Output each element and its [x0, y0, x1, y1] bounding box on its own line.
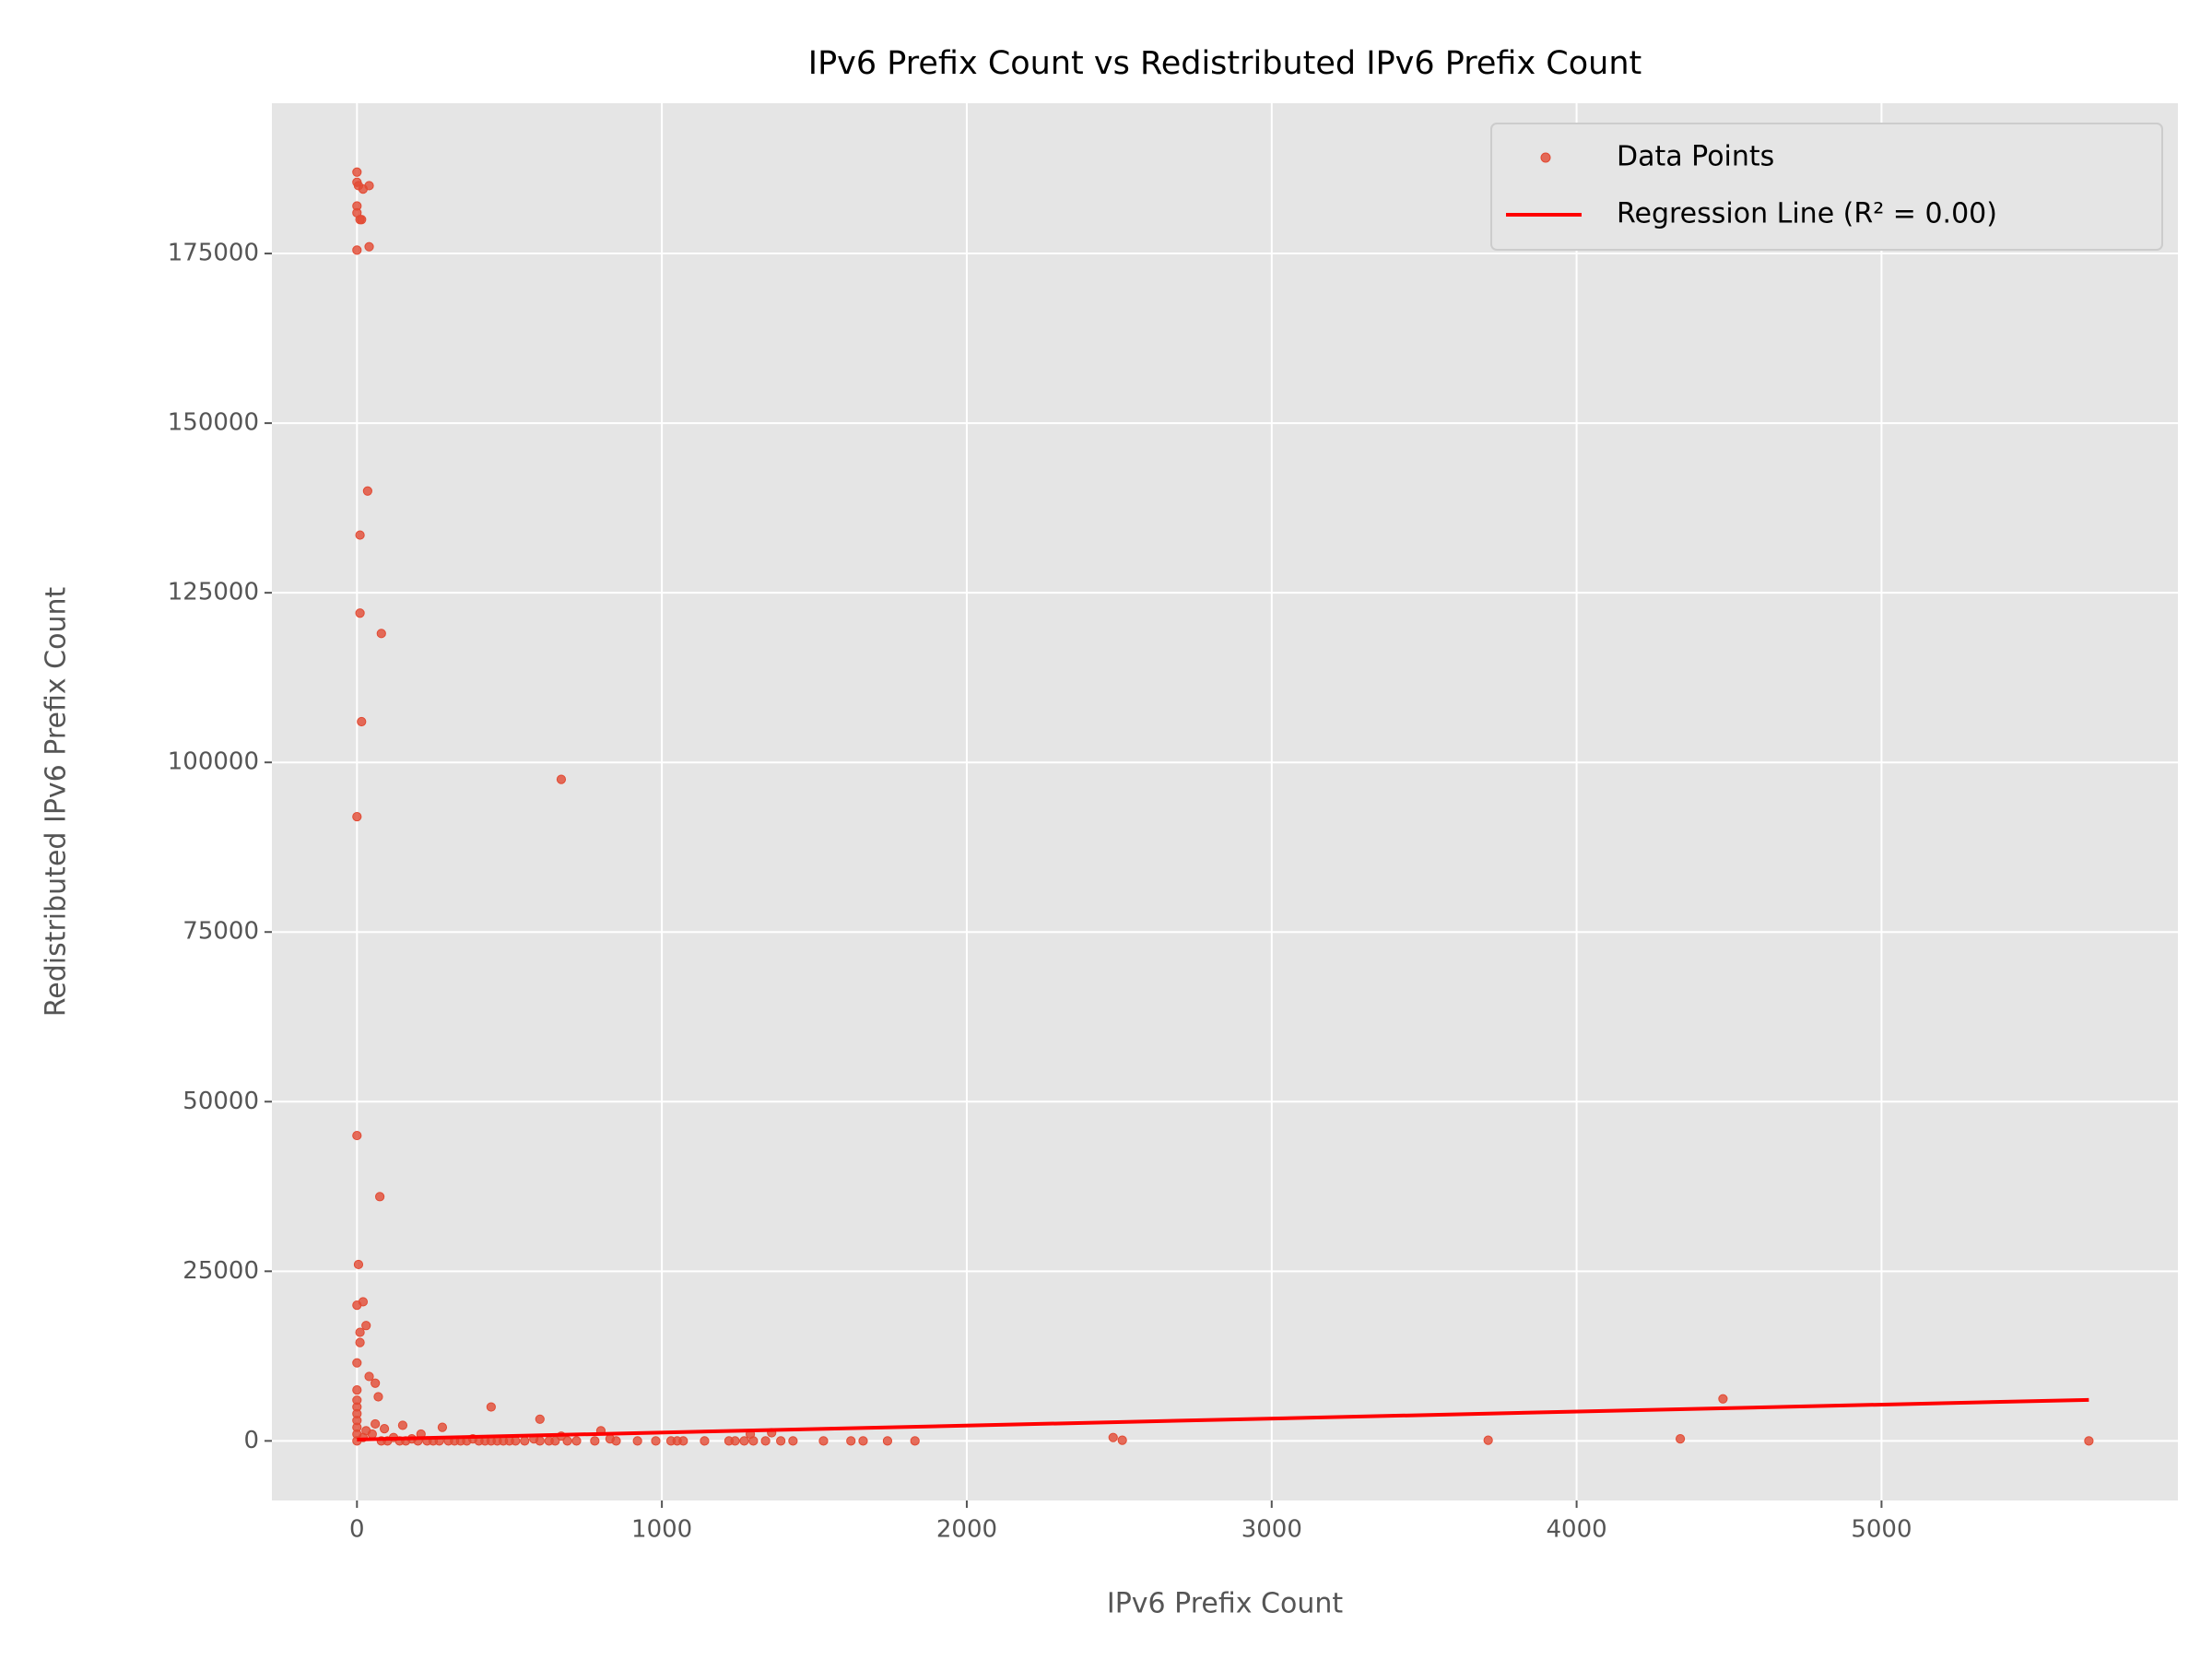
data-point [605, 1434, 615, 1444]
data-point [760, 1436, 771, 1446]
x-axis-label: IPv6 Prefix Count [1107, 1588, 1344, 1620]
data-point [355, 530, 365, 540]
x-tick-label: 2000 [936, 1516, 997, 1544]
data-point [535, 1414, 545, 1424]
chart-title: IPv6 Prefix Count vs Redistributed IPv6 … [808, 45, 1642, 82]
data-point [364, 241, 374, 252]
y-axis-label: Redistributed IPv6 Prefix Count [41, 586, 73, 1017]
data-point [590, 1436, 600, 1446]
data-point [355, 1337, 365, 1347]
data-point [486, 1402, 496, 1412]
data-point [571, 1436, 582, 1446]
data-point [352, 167, 362, 177]
data-point [371, 1378, 381, 1388]
data-point [364, 1371, 374, 1382]
data-point [846, 1436, 856, 1446]
y-tick-label: 0 [243, 1427, 259, 1454]
data-point [361, 1321, 371, 1331]
data-point [858, 1436, 868, 1446]
data-point [1483, 1435, 1493, 1445]
x-tick-label: 1000 [631, 1516, 692, 1544]
y-tick-label: 175000 [168, 240, 259, 267]
legend-label: Regression Line (R² = 0.00) [1617, 198, 1997, 230]
data-point [1675, 1434, 1686, 1444]
data-point [352, 245, 362, 255]
data-point [352, 811, 362, 822]
data-point [1718, 1394, 1728, 1404]
y-tick-label: 125000 [168, 579, 259, 606]
data-point [357, 215, 367, 225]
y-tick-label: 150000 [168, 409, 259, 437]
data-point [1108, 1432, 1118, 1442]
legend-marker [1540, 152, 1551, 163]
legend: Data Points Regression Line (R² = 0.00) [1490, 123, 2163, 251]
data-point [882, 1436, 893, 1446]
data-point [700, 1436, 710, 1446]
x-tick-label: 4000 [1547, 1516, 1607, 1544]
data-point [353, 1259, 364, 1270]
data-point [397, 1420, 408, 1430]
data-point [544, 1436, 554, 1446]
y-tick-label: 100000 [168, 748, 259, 776]
legend-box [1490, 123, 2163, 251]
data-point [375, 1192, 385, 1202]
y-tick-label: 50000 [182, 1088, 259, 1115]
plot-background [272, 103, 2178, 1500]
data-point [632, 1436, 642, 1446]
regression-line [357, 1397, 2089, 1441]
data-point [355, 1327, 365, 1337]
data-point [651, 1436, 661, 1446]
data-point [788, 1436, 798, 1446]
data-point [724, 1436, 735, 1446]
x-tick-label: 0 [349, 1516, 365, 1544]
data-point [355, 608, 365, 618]
y-tick-label: 25000 [182, 1257, 259, 1285]
data-point [1117, 1435, 1127, 1445]
data-point [352, 1385, 362, 1395]
data-point [364, 181, 374, 191]
data-point [562, 1436, 572, 1446]
legend-label: Data Points [1617, 141, 1774, 173]
data-point [739, 1436, 749, 1446]
data-point [379, 1424, 390, 1434]
data-point [437, 1422, 448, 1432]
data-point [556, 774, 567, 784]
data-point [2084, 1436, 2094, 1446]
data-point [358, 1297, 369, 1307]
data-point [776, 1436, 786, 1446]
data-point [362, 486, 372, 496]
data-point [373, 1392, 383, 1402]
y-tick-label: 75000 [182, 918, 259, 946]
data-point [665, 1436, 677, 1446]
x-tick-label: 5000 [1851, 1516, 1912, 1544]
data-point [818, 1436, 829, 1446]
data-point [371, 1418, 381, 1430]
data-point [352, 1130, 362, 1141]
data-point [910, 1436, 920, 1446]
data-point [520, 1436, 530, 1446]
data-point [357, 716, 367, 727]
x-tick-label: 3000 [1241, 1516, 1302, 1544]
data-point [376, 629, 386, 639]
data-point [352, 1358, 362, 1368]
